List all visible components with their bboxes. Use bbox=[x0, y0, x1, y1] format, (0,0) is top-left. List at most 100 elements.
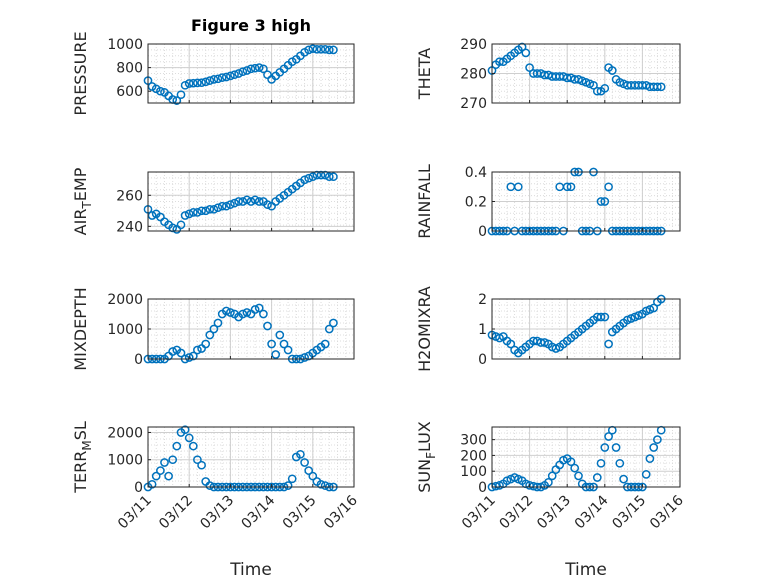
data-point bbox=[188, 78, 198, 88]
data-point bbox=[151, 471, 161, 481]
data-point bbox=[300, 175, 309, 185]
data-point bbox=[320, 44, 330, 54]
y-tick-label: 0.2 bbox=[465, 195, 487, 211]
data-point bbox=[168, 455, 178, 465]
data-point bbox=[592, 86, 602, 96]
data-point bbox=[656, 82, 666, 92]
data-point bbox=[324, 172, 334, 182]
panel-sun-flux: 0100200300SUNFLUX03/1103/1203/1303/1403/… bbox=[415, 421, 687, 580]
data-point bbox=[226, 71, 235, 81]
y-tick-label: 800 bbox=[116, 61, 143, 77]
x-tick-label: 03/13 bbox=[534, 493, 574, 533]
data-point bbox=[574, 471, 583, 481]
data-point bbox=[201, 77, 211, 87]
data-point bbox=[611, 443, 621, 452]
axes-box bbox=[147, 171, 355, 232]
y-axis-label: PRESSURE bbox=[71, 31, 90, 115]
data-point bbox=[562, 182, 572, 192]
data-point bbox=[184, 79, 194, 88]
data-point bbox=[316, 479, 326, 489]
data-point bbox=[180, 211, 190, 220]
y-tick-label: 270 bbox=[460, 96, 487, 112]
y-tick-label: 0 bbox=[478, 224, 487, 240]
data-point bbox=[176, 348, 186, 358]
data-point bbox=[641, 470, 651, 479]
data-point bbox=[300, 353, 309, 362]
data-point bbox=[506, 339, 516, 349]
data-point bbox=[653, 82, 662, 92]
data-point bbox=[160, 458, 169, 467]
data-point bbox=[217, 201, 227, 211]
x-axis-label: Time bbox=[564, 560, 607, 580]
y-tick-label: 1000 bbox=[107, 37, 143, 53]
data-point bbox=[600, 83, 610, 93]
y-tick-label: 1000 bbox=[107, 453, 143, 469]
data-point bbox=[213, 74, 223, 84]
data-point bbox=[205, 204, 215, 214]
x-tick-label: 03/11 bbox=[115, 493, 155, 533]
data-point bbox=[287, 474, 297, 484]
data-point bbox=[324, 324, 334, 334]
data-point bbox=[283, 481, 293, 490]
data-point bbox=[205, 330, 215, 340]
data-point bbox=[242, 195, 252, 205]
data-point bbox=[653, 435, 662, 444]
data-point bbox=[615, 458, 625, 468]
data-point bbox=[312, 44, 322, 54]
data-point bbox=[193, 78, 202, 88]
y-tick-label: 100 bbox=[460, 464, 487, 480]
data-point bbox=[604, 432, 613, 441]
data-point bbox=[201, 339, 211, 349]
data-point bbox=[566, 457, 576, 467]
data-point bbox=[250, 305, 260, 314]
data-point bbox=[329, 172, 338, 182]
data-point bbox=[308, 471, 318, 481]
data-point bbox=[275, 330, 285, 340]
data-point bbox=[600, 312, 610, 322]
data-point bbox=[226, 200, 235, 209]
data-point bbox=[250, 195, 260, 205]
x-tick-label: 03/16 bbox=[321, 492, 361, 532]
panel-theta: 270 280 290 THETA bbox=[415, 37, 681, 112]
data-point bbox=[197, 460, 206, 470]
data-point bbox=[193, 208, 202, 217]
x-tick-label: 03/14 bbox=[239, 492, 279, 532]
y-tick-label: 290 bbox=[460, 37, 487, 53]
data-point bbox=[607, 66, 617, 75]
data-point bbox=[180, 425, 190, 435]
data-point bbox=[230, 70, 239, 80]
data-point bbox=[304, 173, 314, 183]
data-point bbox=[172, 441, 182, 451]
panel-mixdepth: 0 1000 2000 MIXDEPTH bbox=[71, 287, 355, 371]
data-point bbox=[259, 64, 268, 74]
data-point bbox=[316, 44, 326, 54]
data-point bbox=[201, 206, 211, 216]
data-point bbox=[329, 318, 338, 328]
y-tick-label: 260 bbox=[116, 188, 143, 204]
data-point bbox=[259, 309, 268, 319]
data-point bbox=[254, 303, 264, 313]
x-tick-label: 03/12 bbox=[497, 493, 537, 533]
data-point bbox=[184, 209, 194, 219]
y-axis-label: MIXDEPTH bbox=[71, 287, 90, 370]
y-tick-label: 0 bbox=[478, 480, 487, 496]
data-point bbox=[193, 455, 202, 465]
axes-box bbox=[147, 43, 355, 104]
y-tick-label: 0 bbox=[134, 480, 143, 496]
data-point bbox=[308, 172, 318, 182]
data-point bbox=[649, 443, 659, 452]
data-point bbox=[164, 471, 173, 481]
data-point bbox=[279, 339, 289, 349]
data-point bbox=[304, 45, 314, 55]
panel-air-temp: 240 260 AIRTEMP bbox=[71, 167, 355, 235]
data-point bbox=[267, 339, 276, 349]
y-tick-label: 1000 bbox=[107, 322, 143, 338]
data-point bbox=[254, 63, 264, 72]
data-point bbox=[156, 466, 165, 475]
data-point bbox=[254, 197, 264, 206]
data-point bbox=[308, 44, 318, 54]
panel-pressure: 600 800 1000 PRESSURE Figure 3 high bbox=[71, 16, 355, 116]
y-tick-label: 2 bbox=[478, 292, 487, 308]
data-point bbox=[604, 339, 613, 349]
chart-title: Figure 3 high bbox=[191, 16, 311, 35]
